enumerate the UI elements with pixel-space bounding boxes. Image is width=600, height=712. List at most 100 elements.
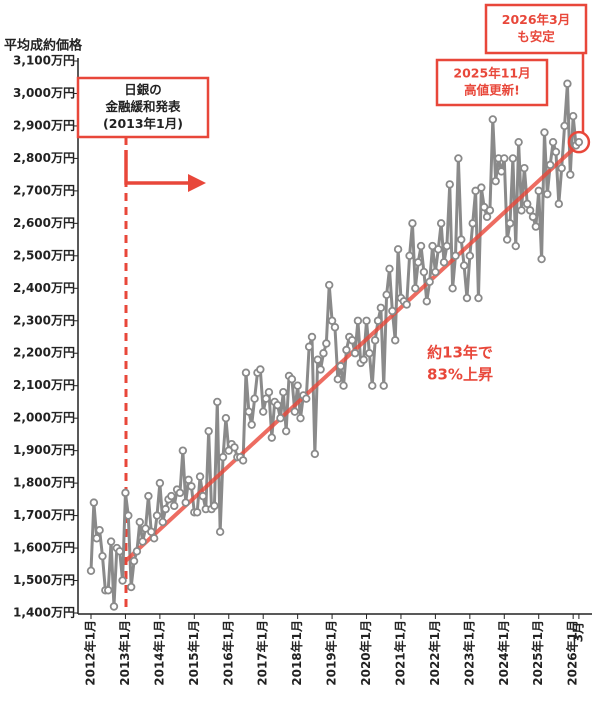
data-point <box>382 290 391 299</box>
data-point <box>543 189 552 199</box>
x-tick-label: 2021年1月 <box>392 620 407 686</box>
y-tick-label: 2,300万円 <box>13 313 75 327</box>
data-point <box>221 413 231 423</box>
annotation-text: も安定 <box>517 29 555 44</box>
data-point <box>445 180 454 189</box>
data-point <box>247 420 256 429</box>
data-point <box>502 235 512 244</box>
data-point <box>313 355 322 364</box>
data-point <box>391 336 400 345</box>
data-point <box>144 491 153 501</box>
data-point <box>511 241 520 251</box>
arrow-head <box>188 174 206 192</box>
data-point <box>322 339 331 348</box>
x-tick-label: 2019年1月 <box>324 620 339 686</box>
data-point <box>554 199 564 209</box>
data-point <box>442 241 452 251</box>
x-tick-label: 2020年1月 <box>358 620 373 686</box>
data-point <box>109 602 119 611</box>
data-point <box>465 251 475 261</box>
data-point <box>500 154 509 163</box>
x-tick-label: 2014年1月 <box>151 620 166 686</box>
data-point <box>244 407 254 416</box>
data-point <box>574 137 584 147</box>
data-point <box>155 478 165 488</box>
data-point <box>241 368 251 377</box>
data-point <box>425 277 434 286</box>
annotation-text: 2026年3月 <box>502 12 571 27</box>
data-point <box>170 501 179 511</box>
annotation-box <box>76 76 210 139</box>
data-point <box>327 316 337 325</box>
data-point <box>281 426 291 436</box>
data-point <box>408 219 417 228</box>
data-point <box>497 167 506 176</box>
data-point <box>385 264 394 274</box>
data-point <box>316 365 325 374</box>
data-point <box>279 388 288 397</box>
y-tick-label: 1,500万円 <box>13 573 75 587</box>
data-point <box>477 183 486 192</box>
x-tick-label: 2013年1月 <box>117 620 132 686</box>
data-point <box>451 251 460 261</box>
data-point <box>405 251 414 261</box>
data-point <box>126 582 136 592</box>
data-point <box>167 491 176 501</box>
data-point <box>359 355 368 364</box>
data-point <box>195 472 205 481</box>
y-tick-label: 3,000万円 <box>13 86 75 100</box>
data-point <box>548 137 558 147</box>
data-point <box>540 128 549 137</box>
data-point <box>118 576 127 585</box>
x-tick-label: 2023年1月 <box>461 620 476 686</box>
y-tick-label: 2,600万円 <box>13 216 75 230</box>
data-point <box>261 394 271 403</box>
annotation-box <box>435 58 549 107</box>
data-point <box>439 258 449 267</box>
data-point <box>468 219 477 228</box>
y-tick-label: 2,900万円 <box>13 118 75 132</box>
data-point <box>393 245 403 254</box>
y-tick-label: 2,500万円 <box>13 248 75 262</box>
data-point <box>152 511 162 520</box>
data-point <box>181 498 190 507</box>
data-point <box>373 316 383 325</box>
data-point <box>307 332 317 342</box>
annotation-text: (2013年1月) <box>103 116 183 131</box>
data-point <box>376 303 386 312</box>
data-point <box>505 219 515 228</box>
data-point <box>551 147 561 157</box>
data-point <box>508 154 518 163</box>
data-point <box>336 362 345 371</box>
x-tick-label: 3月 <box>571 622 585 642</box>
data-point <box>273 400 282 410</box>
data-point <box>411 284 420 293</box>
data-point <box>388 306 397 316</box>
data-point <box>104 586 113 595</box>
data-point <box>89 498 99 507</box>
x-tick-label: 2025年1月 <box>530 620 545 686</box>
data-point <box>339 381 348 390</box>
data-point <box>218 452 228 462</box>
data-point <box>184 475 193 485</box>
data-point <box>431 267 440 277</box>
data-point <box>187 482 196 491</box>
x-tick-label: 2026年1月 <box>565 620 580 686</box>
x-tick-label: 2022年1月 <box>427 620 442 686</box>
data-point <box>370 336 380 345</box>
data-point <box>537 254 546 264</box>
data-point <box>413 258 423 267</box>
data-point <box>347 336 357 345</box>
y-tick-label: 1,600万円 <box>13 541 75 555</box>
data-point <box>517 206 526 215</box>
data-point <box>546 160 555 170</box>
x-tick-label: 2017年1月 <box>255 620 270 686</box>
data-point <box>379 381 388 390</box>
annotation-box <box>484 3 588 55</box>
y-tick-label: 1,800万円 <box>13 476 75 490</box>
data-point <box>290 407 299 416</box>
data-point <box>230 443 239 452</box>
data-point <box>488 115 497 124</box>
data-point <box>402 300 411 309</box>
